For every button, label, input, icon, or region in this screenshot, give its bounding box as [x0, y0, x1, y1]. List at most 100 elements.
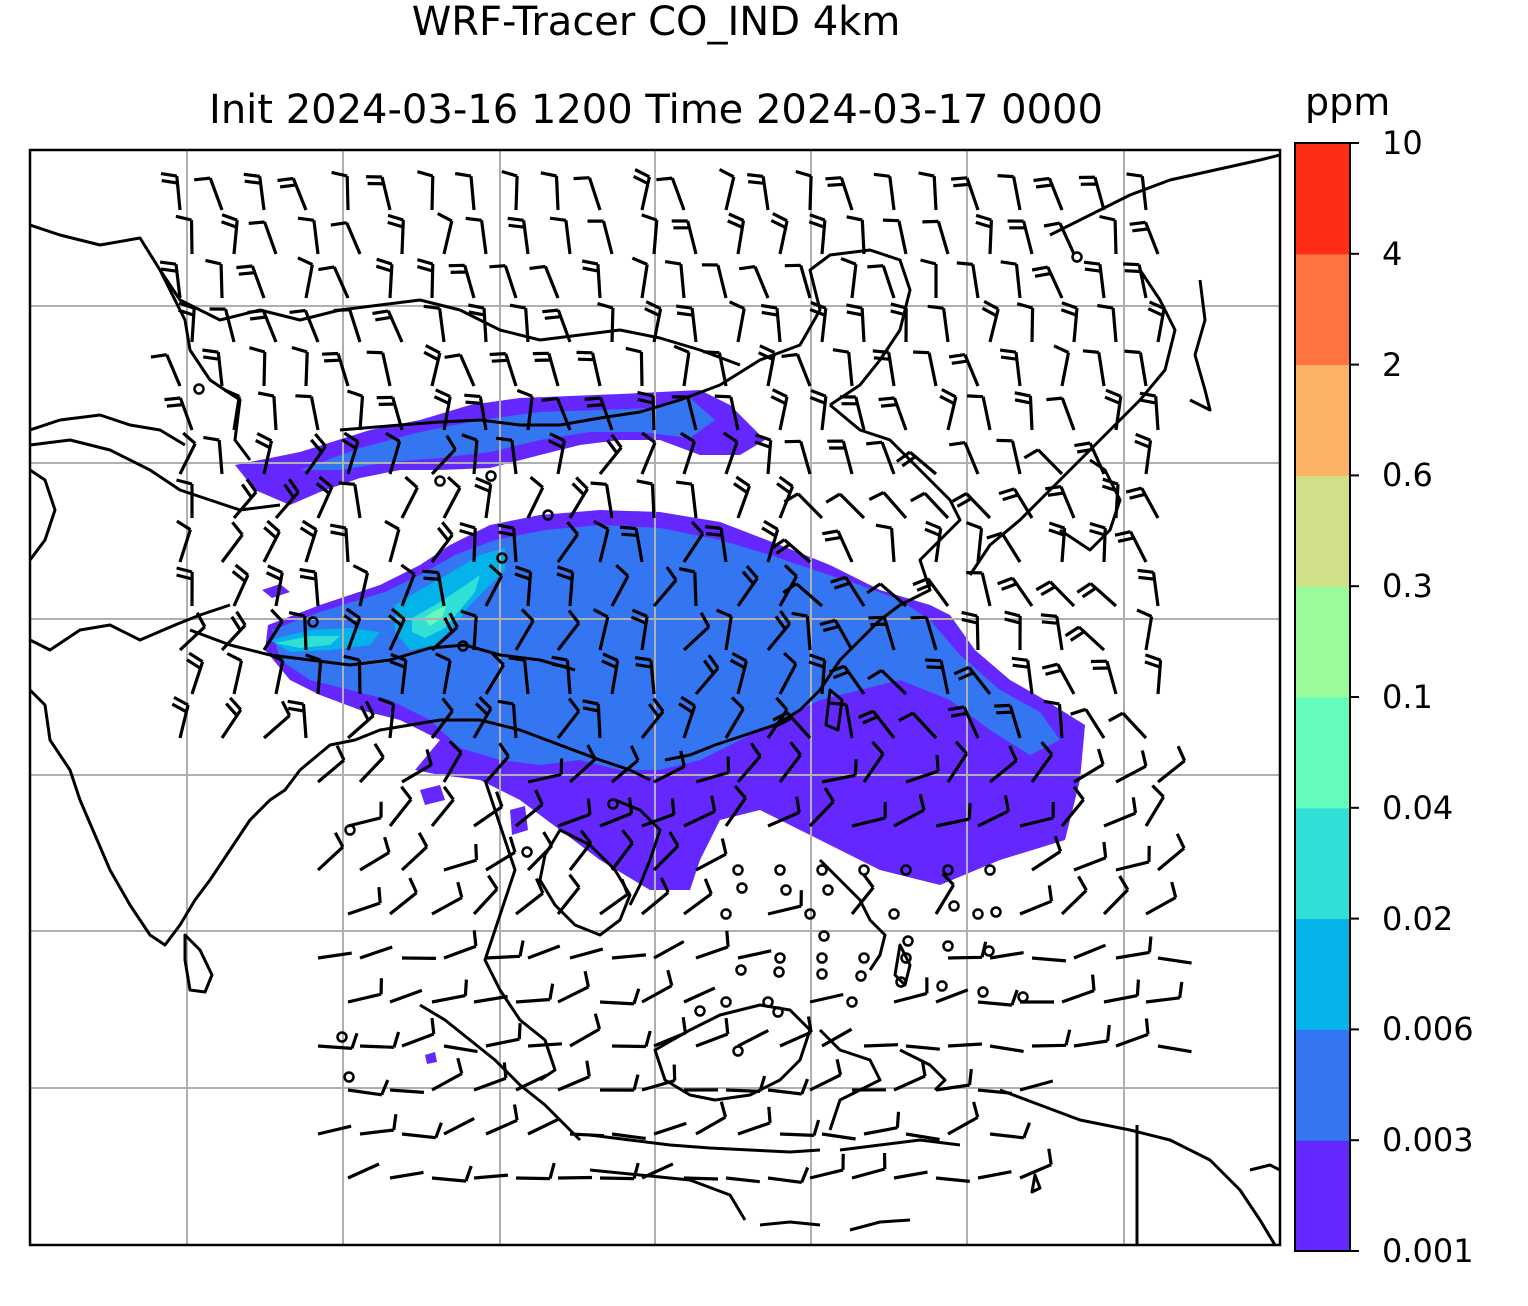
plume-blob-2: [420, 785, 445, 805]
wind-barb: [634, 656, 656, 695]
wind-barb: [287, 699, 308, 739]
wind-barb: [912, 577, 950, 607]
wind-barb: [695, 1101, 728, 1136]
wind-barb: [678, 567, 698, 607]
wind-barb: [527, 758, 564, 784]
wind-barb: [671, 219, 698, 255]
wind-barb: [947, 1042, 982, 1048]
wind-barb: [389, 1170, 424, 1180]
wind-barb: [557, 1175, 593, 1180]
wind-barb: [551, 655, 572, 695]
wind-barb: [1099, 214, 1118, 255]
wind-barb: [375, 257, 394, 299]
wind-barb: [473, 1173, 509, 1180]
wind-barb: [725, 1176, 760, 1184]
colorbar-tick-label: 0.02: [1382, 899, 1454, 938]
wind-barb: [400, 563, 416, 607]
wind-barb: [576, 350, 602, 387]
wind-calm-marker: [816, 952, 828, 964]
plume-blob-4: [425, 1052, 437, 1064]
wind-calm-marker: [846, 996, 858, 1008]
colorbar-segment: [1295, 586, 1350, 698]
wind-barb: [557, 798, 592, 828]
wind-barb: [683, 795, 717, 828]
wind-barb: [825, 176, 854, 211]
wind-barb: [347, 978, 383, 1004]
wind-barb: [514, 789, 544, 828]
wind-barb: [1115, 1018, 1150, 1048]
colorbar-tick-label: 0.04: [1382, 788, 1454, 827]
wind-barb: [461, 433, 479, 475]
wind-barb: [808, 653, 827, 695]
wind-barb: [444, 353, 476, 387]
colorbar-segment: [1295, 475, 1350, 587]
wind-barb: [784, 439, 812, 475]
wind-barb: [1129, 220, 1160, 255]
wind-calm-marker: [984, 864, 996, 876]
wind-calm-marker: [762, 996, 774, 1008]
wind-barb: [653, 940, 685, 960]
wind-barb: [738, 265, 770, 299]
wind-barb: [443, 1044, 478, 1054]
colorbar-tick-label: 10: [1382, 124, 1423, 162]
wind-barb: [862, 740, 885, 783]
wind-barb: [679, 431, 696, 475]
wind-barb: [202, 348, 224, 387]
wind-barb: [640, 697, 665, 739]
wind-barb: [703, 350, 728, 387]
wind-barb: [388, 785, 413, 827]
wind-calm-marker: [607, 798, 619, 810]
wind-barb: [1060, 785, 1085, 828]
wind-barb: [760, 303, 782, 343]
wind-barb: [497, 699, 518, 739]
wind-calm-marker: [457, 640, 469, 652]
wind-barbs: [150, 168, 1192, 1184]
wind-calm-marker: [772, 1006, 784, 1018]
wind-barb: [529, 264, 560, 299]
wind-barb: [330, 221, 362, 255]
wind-calm-marker: [822, 884, 834, 896]
wind-barb: [878, 396, 908, 431]
wind-calm-marker: [485, 470, 497, 482]
wind-barb: [1097, 303, 1118, 343]
wind-barb: [277, 176, 308, 211]
wind-calm-marker: [193, 383, 205, 395]
wind-barb: [333, 308, 362, 343]
wind-barb: [532, 351, 560, 387]
wind-barb: [610, 829, 634, 871]
wind-barb: [778, 741, 802, 783]
colorbar-tick-label: 4: [1382, 234, 1403, 273]
wind-barb: [160, 172, 182, 211]
wind-barb: [515, 983, 555, 1004]
wind-barb: [996, 438, 1022, 475]
wind-barb: [1031, 835, 1063, 872]
wind-barb: [1157, 956, 1192, 965]
colorbar-segment: [1295, 807, 1350, 920]
wind-barb: [951, 492, 992, 520]
wind-barb: [890, 302, 908, 343]
wind-barb: [866, 582, 908, 608]
wind-barb: [297, 216, 320, 255]
wind-calm-marker: [990, 906, 1002, 918]
wind-barb: [1134, 432, 1153, 475]
wind-barb: [601, 652, 620, 695]
wind-barb: [569, 947, 604, 960]
wind-barb: [636, 479, 656, 519]
wind-barb: [473, 791, 504, 828]
wind-barb: [1102, 875, 1130, 916]
wind-barb: [809, 1058, 843, 1092]
wind-barb: [358, 742, 385, 784]
wind-barb: [431, 1057, 464, 1092]
wind-barb: [868, 490, 908, 520]
wind-barb: [1124, 349, 1148, 387]
wind-calm-marker: [343, 1071, 355, 1083]
wind-barb: [953, 665, 992, 695]
wind-barb: [400, 475, 419, 519]
wind-calm-marker: [773, 966, 785, 978]
wind-barb: [922, 219, 950, 255]
wind-barb: [695, 1017, 730, 1048]
wind-barb: [557, 1060, 591, 1092]
wind-barb: [388, 877, 418, 916]
wind-barb: [347, 1079, 390, 1097]
wind-barb: [986, 531, 1022, 563]
